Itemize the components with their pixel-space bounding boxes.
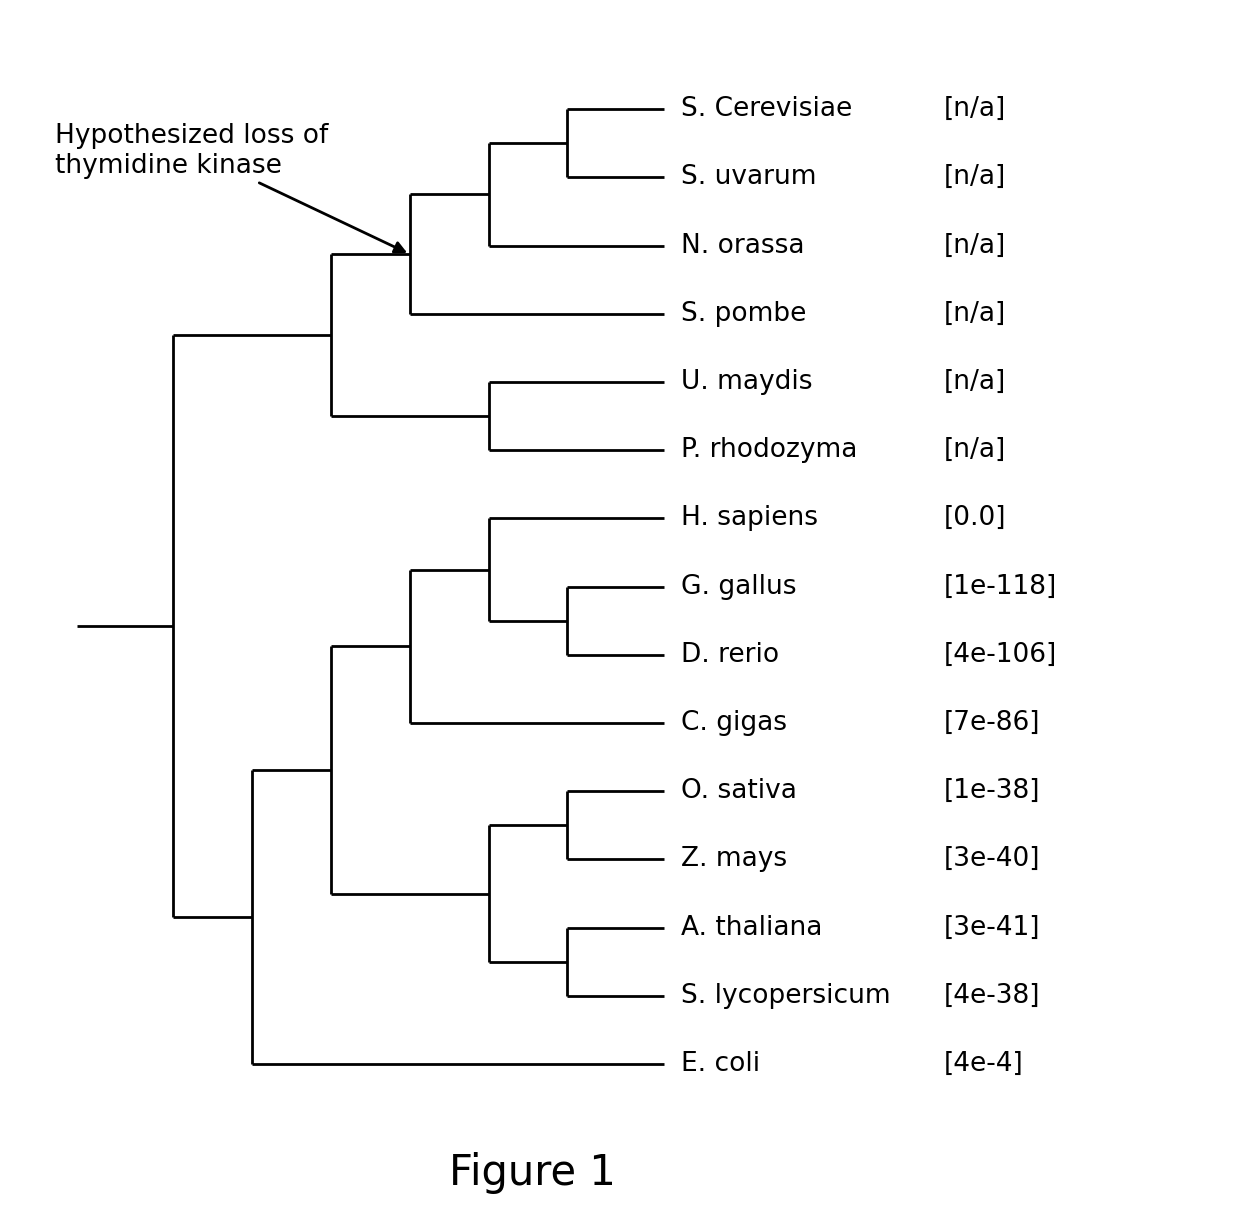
Text: U. maydis: U. maydis bbox=[681, 369, 812, 396]
Text: A. thaliana: A. thaliana bbox=[681, 915, 822, 940]
Text: [3e-40]: [3e-40] bbox=[944, 846, 1040, 873]
Text: [n/a]: [n/a] bbox=[944, 233, 1007, 259]
Text: [n/a]: [n/a] bbox=[944, 300, 1007, 327]
Text: S. Cerevisiae: S. Cerevisiae bbox=[681, 96, 853, 122]
Text: D. rerio: D. rerio bbox=[681, 642, 780, 668]
Text: [4e-106]: [4e-106] bbox=[944, 642, 1058, 668]
Text: [7e-86]: [7e-86] bbox=[944, 711, 1040, 736]
Text: P. rhodozyma: P. rhodozyma bbox=[681, 437, 858, 463]
Text: [n/a]: [n/a] bbox=[944, 437, 1007, 463]
Text: [n/a]: [n/a] bbox=[944, 369, 1007, 396]
Text: S. pombe: S. pombe bbox=[681, 300, 807, 327]
Text: [3e-41]: [3e-41] bbox=[944, 915, 1040, 940]
Text: Hypothesized loss of
thymidine kinase: Hypothesized loss of thymidine kinase bbox=[55, 123, 404, 252]
Text: [4e-38]: [4e-38] bbox=[944, 983, 1040, 1009]
Text: [0.0]: [0.0] bbox=[944, 505, 1007, 531]
Text: Figure 1: Figure 1 bbox=[449, 1153, 616, 1194]
Text: S. lycopersicum: S. lycopersicum bbox=[681, 983, 890, 1009]
Text: C. gigas: C. gigas bbox=[681, 711, 787, 736]
Text: O. sativa: O. sativa bbox=[681, 778, 797, 805]
Text: N. orassa: N. orassa bbox=[681, 233, 805, 259]
Text: [n/a]: [n/a] bbox=[944, 96, 1007, 122]
Text: Z. mays: Z. mays bbox=[681, 846, 787, 873]
Text: [n/a]: [n/a] bbox=[944, 165, 1007, 190]
Text: E. coli: E. coli bbox=[681, 1051, 760, 1077]
Text: H. sapiens: H. sapiens bbox=[681, 505, 818, 531]
Text: G. gallus: G. gallus bbox=[681, 574, 797, 600]
Text: [1e-38]: [1e-38] bbox=[944, 778, 1040, 805]
Text: [1e-118]: [1e-118] bbox=[944, 574, 1058, 600]
Text: [4e-4]: [4e-4] bbox=[944, 1051, 1024, 1077]
Text: S. uvarum: S. uvarum bbox=[681, 165, 817, 190]
